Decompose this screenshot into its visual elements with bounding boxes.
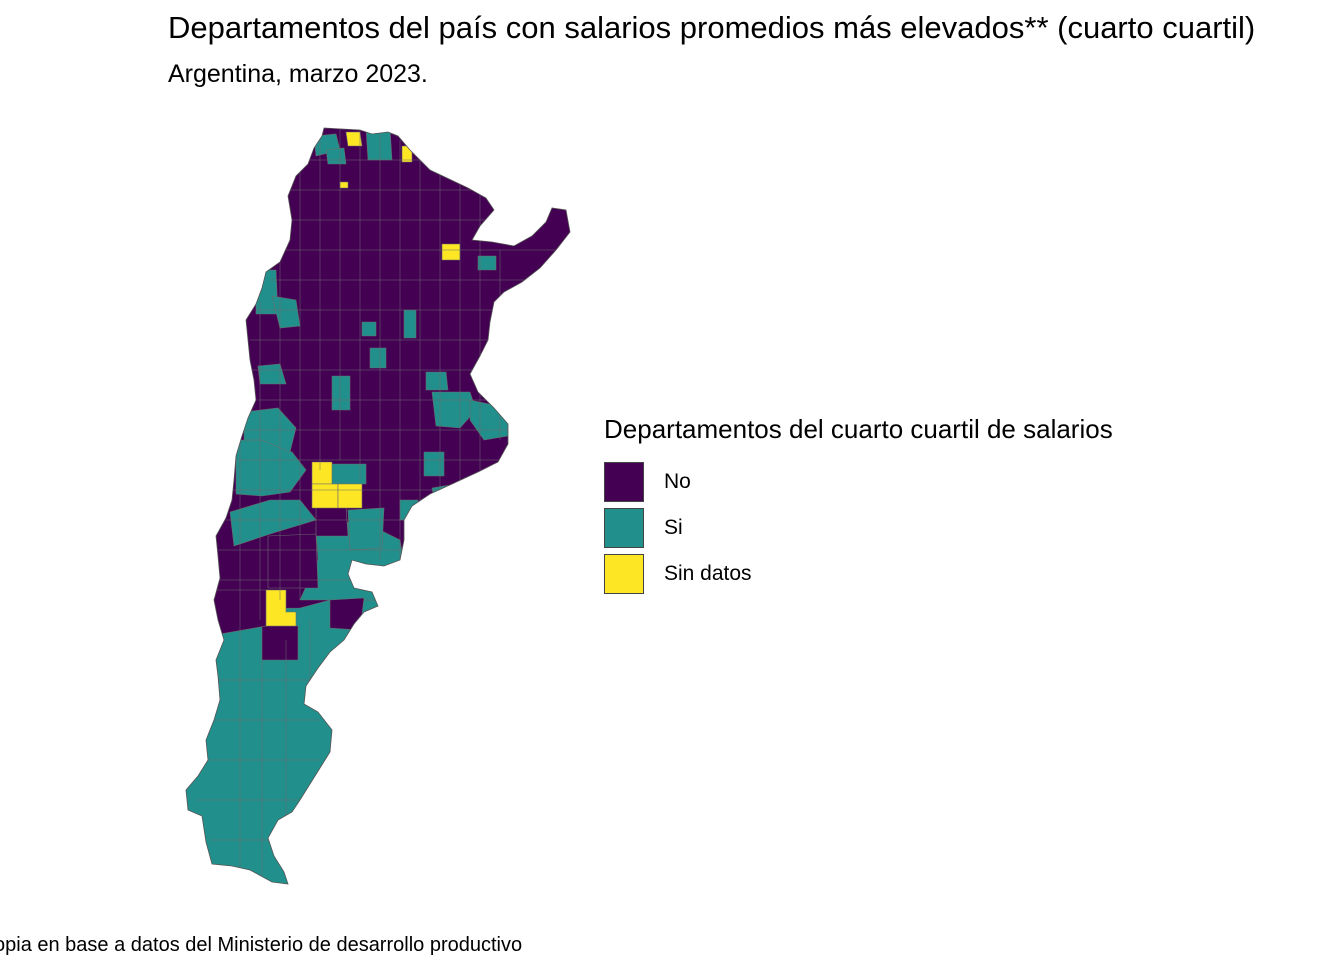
region-si-lapampa-1 [329, 463, 367, 485]
legend-title: Departamentos del cuarto cuartil de sala… [604, 414, 1113, 444]
region-sindatos-jujuy [345, 131, 363, 147]
region-sindatos-chaco [441, 243, 461, 261]
region-no-chubut-coast [329, 597, 365, 631]
legend-item-si: Si [604, 505, 1113, 551]
region-si-misiones [477, 255, 497, 271]
legend-label-no: No [664, 470, 691, 493]
region-si-cordoba [369, 347, 387, 369]
region-sindatos-lapampa-2 [311, 483, 339, 509]
legend-key-no [604, 462, 644, 502]
region-si-lrioja [257, 363, 287, 385]
region-sindatos-salta [401, 145, 413, 163]
region-sindatos-jujuy-2 [339, 181, 349, 189]
region-si-buenosaires-3 [423, 451, 445, 477]
region-si-santafe [403, 309, 417, 339]
region-sindatos-santacruz [265, 589, 297, 627]
legend-key-si [604, 508, 644, 548]
region-si-tucuman [361, 321, 377, 337]
region-si-buenosaires-5 [399, 499, 419, 521]
region-si-lapampa-2 [347, 507, 385, 551]
legend-item-no: No [604, 459, 1113, 505]
region-no-rionegro [315, 505, 349, 537]
argentina-map [185, 127, 571, 885]
map-caption: opia en base a datos del Ministerio de d… [0, 934, 523, 956]
map-legend: Departamentos del cuarto cuartil de sala… [604, 414, 1113, 597]
map-subtitle: Argentina, marzo 2023. [168, 60, 428, 88]
region-no-santacruz-north [261, 625, 299, 661]
region-si-sanluis [331, 375, 351, 411]
region-si-buenosaires-1 [431, 391, 477, 429]
legend-label-si: Si [664, 516, 683, 539]
legend-key-sin-datos [604, 554, 644, 594]
region-si-jujuy-2 [325, 147, 347, 165]
map-title: Departamentos del país con salarios prom… [168, 10, 1256, 45]
department-borders [196, 128, 560, 880]
region-sindatos-lapampa-3 [337, 483, 363, 509]
region-si-entrerios [425, 371, 449, 391]
legend-label-sin-datos: Sin datos [664, 562, 752, 585]
region-sindatos-lapampa-1 [311, 461, 333, 485]
legend-item-sin-datos: Sin datos [604, 551, 1113, 597]
